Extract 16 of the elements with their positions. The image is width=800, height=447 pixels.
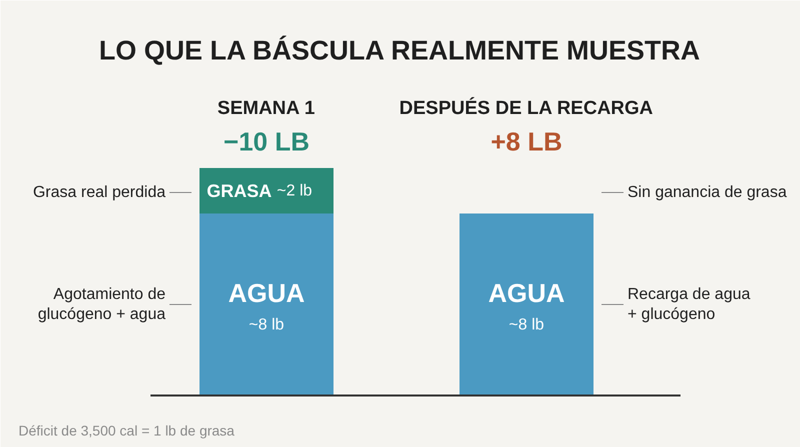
data-label: ~2 lb [276,182,312,200]
text: Déficit de 3,500 cal = 1 lb de grasa [18,422,235,438]
x-tick-label: DESPUÉS DE LA RECARGA [399,97,654,119]
x-tick-label: SEMANA 1 [217,98,316,119]
text: +8 LB [490,126,562,156]
series-label: GRASA [206,180,272,201]
annotation: Agotamiento de glucógeno + agua [38,286,166,324]
text: −10 LB [224,126,310,156]
data-label: ~8 lb [248,316,284,334]
text: AGUA [488,278,565,308]
chart-title: LO QUE LA BÁSCULA REALMENTE MUESTRA [99,36,700,66]
annotation: Sin ganancia de grasa [628,184,787,201]
data-label: ~8 lb [508,316,544,334]
annotation: Recarga de agua + glucógeno [628,286,750,324]
series-label: AGUA [228,278,305,308]
annotation: Grasa real perdida [32,184,166,201]
